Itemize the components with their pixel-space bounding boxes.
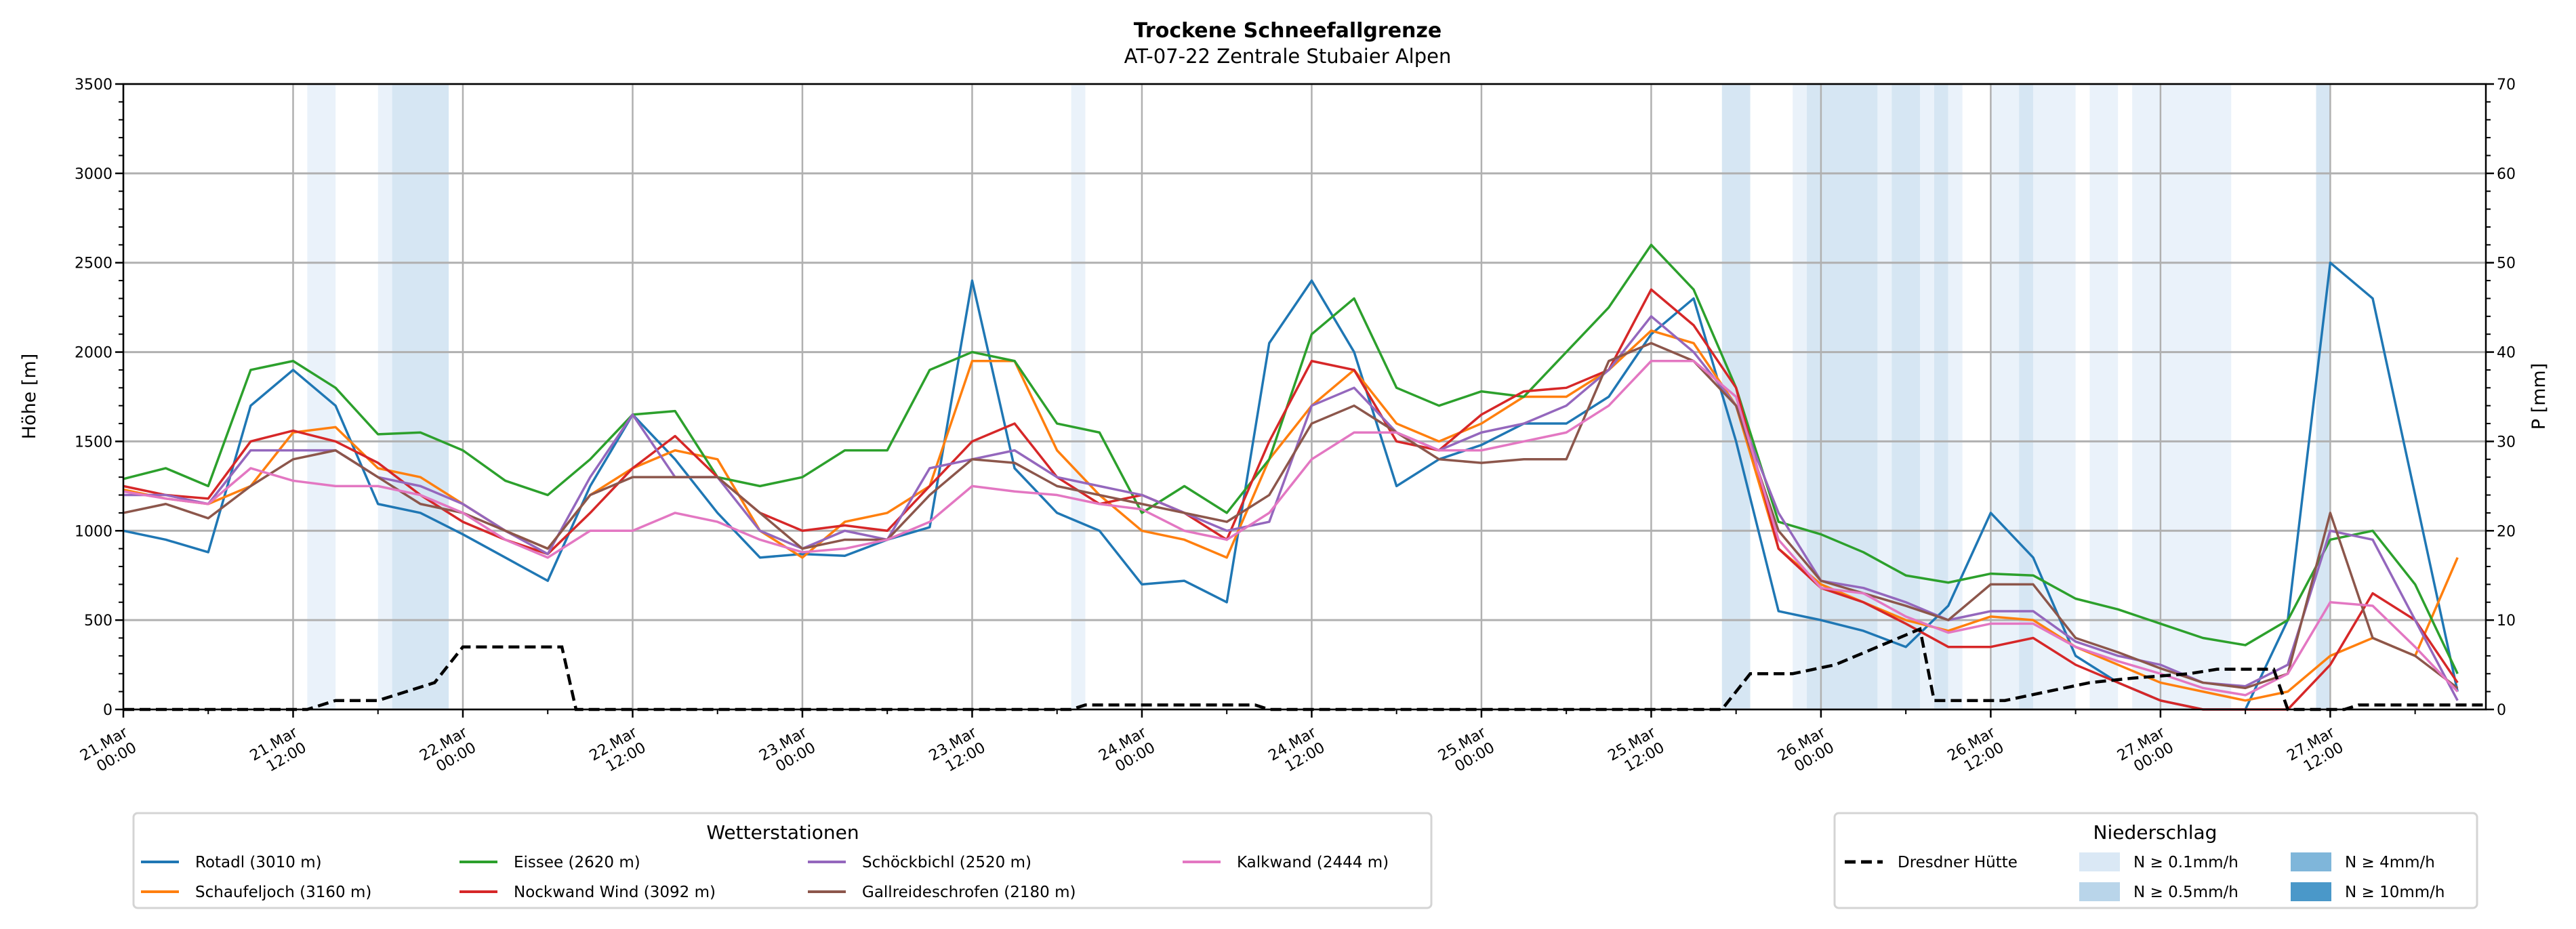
y-axis-right-label: P [mm] [2529, 363, 2550, 430]
legend-item-label: N ≥ 10mm/h [2345, 884, 2445, 901]
y-tick-label: 500 [84, 613, 113, 629]
y-tick-label: 3500 [75, 77, 113, 94]
legend-precip-swatch [2291, 882, 2331, 901]
chart-title: Trockene Schneefallgrenze [1134, 19, 1442, 43]
y-right-tick-label: 10 [2497, 613, 2516, 629]
precip-band [2089, 84, 2119, 709]
legend-item-label: Schaufeljoch (3160 m) [195, 884, 371, 901]
y-tick-label: 2500 [75, 255, 113, 272]
grid [122, 83, 2486, 711]
precip-line-dresdner-huette [123, 627, 2486, 711]
legend-precip: Niederschlag Dresdner Hütte N ≥ 0.1mm/h N … [1833, 812, 2478, 909]
precip-band [1920, 84, 1934, 709]
y-tick-label: 2000 [75, 345, 113, 362]
plot-frame [122, 83, 2487, 711]
legend-item-label: Rotadl (3010 m) [195, 854, 322, 871]
legend-precip-swatch [2079, 852, 2120, 871]
x-tick-label: 22.Mar12:00 [587, 724, 650, 780]
precip-band [377, 84, 392, 709]
precip-band [307, 84, 336, 709]
y-right-tick-label: 50 [2497, 255, 2516, 272]
y-tick-label: 0 [103, 702, 113, 719]
x-tick-label: 26.Mar12:00 [1945, 724, 2008, 780]
series-lines [123, 243, 2486, 711]
precip-band [1071, 84, 1086, 709]
x-tick-label: 26.Mar00:00 [1775, 724, 1838, 780]
x-tick-label: 22.Mar00:00 [417, 724, 480, 780]
legend-item-label: N ≥ 4mm/h [2345, 854, 2435, 871]
legend-item-label: Dresdner Hütte [1898, 854, 2018, 871]
x-tick-label: 21.Mar00:00 [77, 724, 140, 780]
y-right-tick-label: 70 [2497, 77, 2516, 94]
series-line-2 [123, 243, 2459, 675]
precip-band [1948, 84, 1963, 709]
legend-stations: Wetterstationen Rotadl (3010 m) Schaufelj… [132, 812, 1433, 909]
x-tick-label: 23.Mar00:00 [756, 724, 819, 780]
precip-band [1877, 84, 1892, 709]
x-tick-label: 24.Mar12:00 [1266, 724, 1329, 780]
y-tick-label: 3000 [75, 166, 113, 183]
x-tick-label: 23.Mar12:00 [926, 724, 989, 780]
series-line-0 [123, 261, 2459, 711]
x-tick-label: 27.Mar00:00 [2114, 724, 2178, 780]
precip-band [1934, 84, 1948, 709]
legend-precip-swatch [2079, 882, 2120, 901]
x-tick-label: 24.Mar00:00 [1096, 724, 1159, 780]
x-tick-label: 21.Mar12:00 [247, 724, 310, 780]
x-tick-label: 27.Mar12:00 [2285, 724, 2348, 780]
legend-item-label: N ≥ 0.1mm/h [2133, 854, 2238, 871]
y-right-tick-label: 20 [2497, 523, 2516, 540]
series-line-6 [123, 360, 2459, 697]
x-tick-label: 25.Mar00:00 [1435, 724, 1498, 780]
y-axis-label: Höhe [m] [19, 354, 40, 440]
y-tick-label: 1500 [75, 434, 113, 451]
y-tick-label: 1000 [75, 523, 113, 540]
legend-item-label: Gallreideschrofen (2180 m) [862, 884, 1076, 901]
precip-bands [307, 84, 2331, 709]
legend-item-label: Nockwand Wind (3092 m) [514, 884, 716, 901]
precip-band [2019, 84, 2034, 709]
y-right-tick-label: 40 [2497, 345, 2516, 362]
precip-band [2132, 84, 2232, 709]
precip-band [1990, 84, 2020, 709]
series-line-5 [123, 342, 2459, 690]
legend-stations-title: Wetterstationen [706, 821, 859, 844]
legend-item-label: N ≥ 0.5mm/h [2133, 884, 2238, 901]
y-right-tick-label: 30 [2497, 434, 2516, 451]
legend-precip-title: Niederschlag [2093, 821, 2217, 844]
x-tick-label: 25.Mar12:00 [1606, 724, 1669, 780]
legend-item-label: Kalkwand (2444 m) [1237, 854, 1389, 871]
precip-band [392, 84, 449, 709]
y-right-tick-label: 0 [2497, 702, 2506, 719]
legend-precip-swatch [2291, 852, 2331, 871]
precip-band [1807, 84, 1878, 709]
legend-item-label: Schöckbichl (2520 m) [862, 854, 1031, 871]
legend-item-label: Eissee (2620 m) [514, 854, 640, 871]
y-right-tick-label: 60 [2497, 166, 2516, 183]
chart-subtitle: AT-07-22 Zentrale Stubaier Alpen [1124, 45, 1452, 68]
